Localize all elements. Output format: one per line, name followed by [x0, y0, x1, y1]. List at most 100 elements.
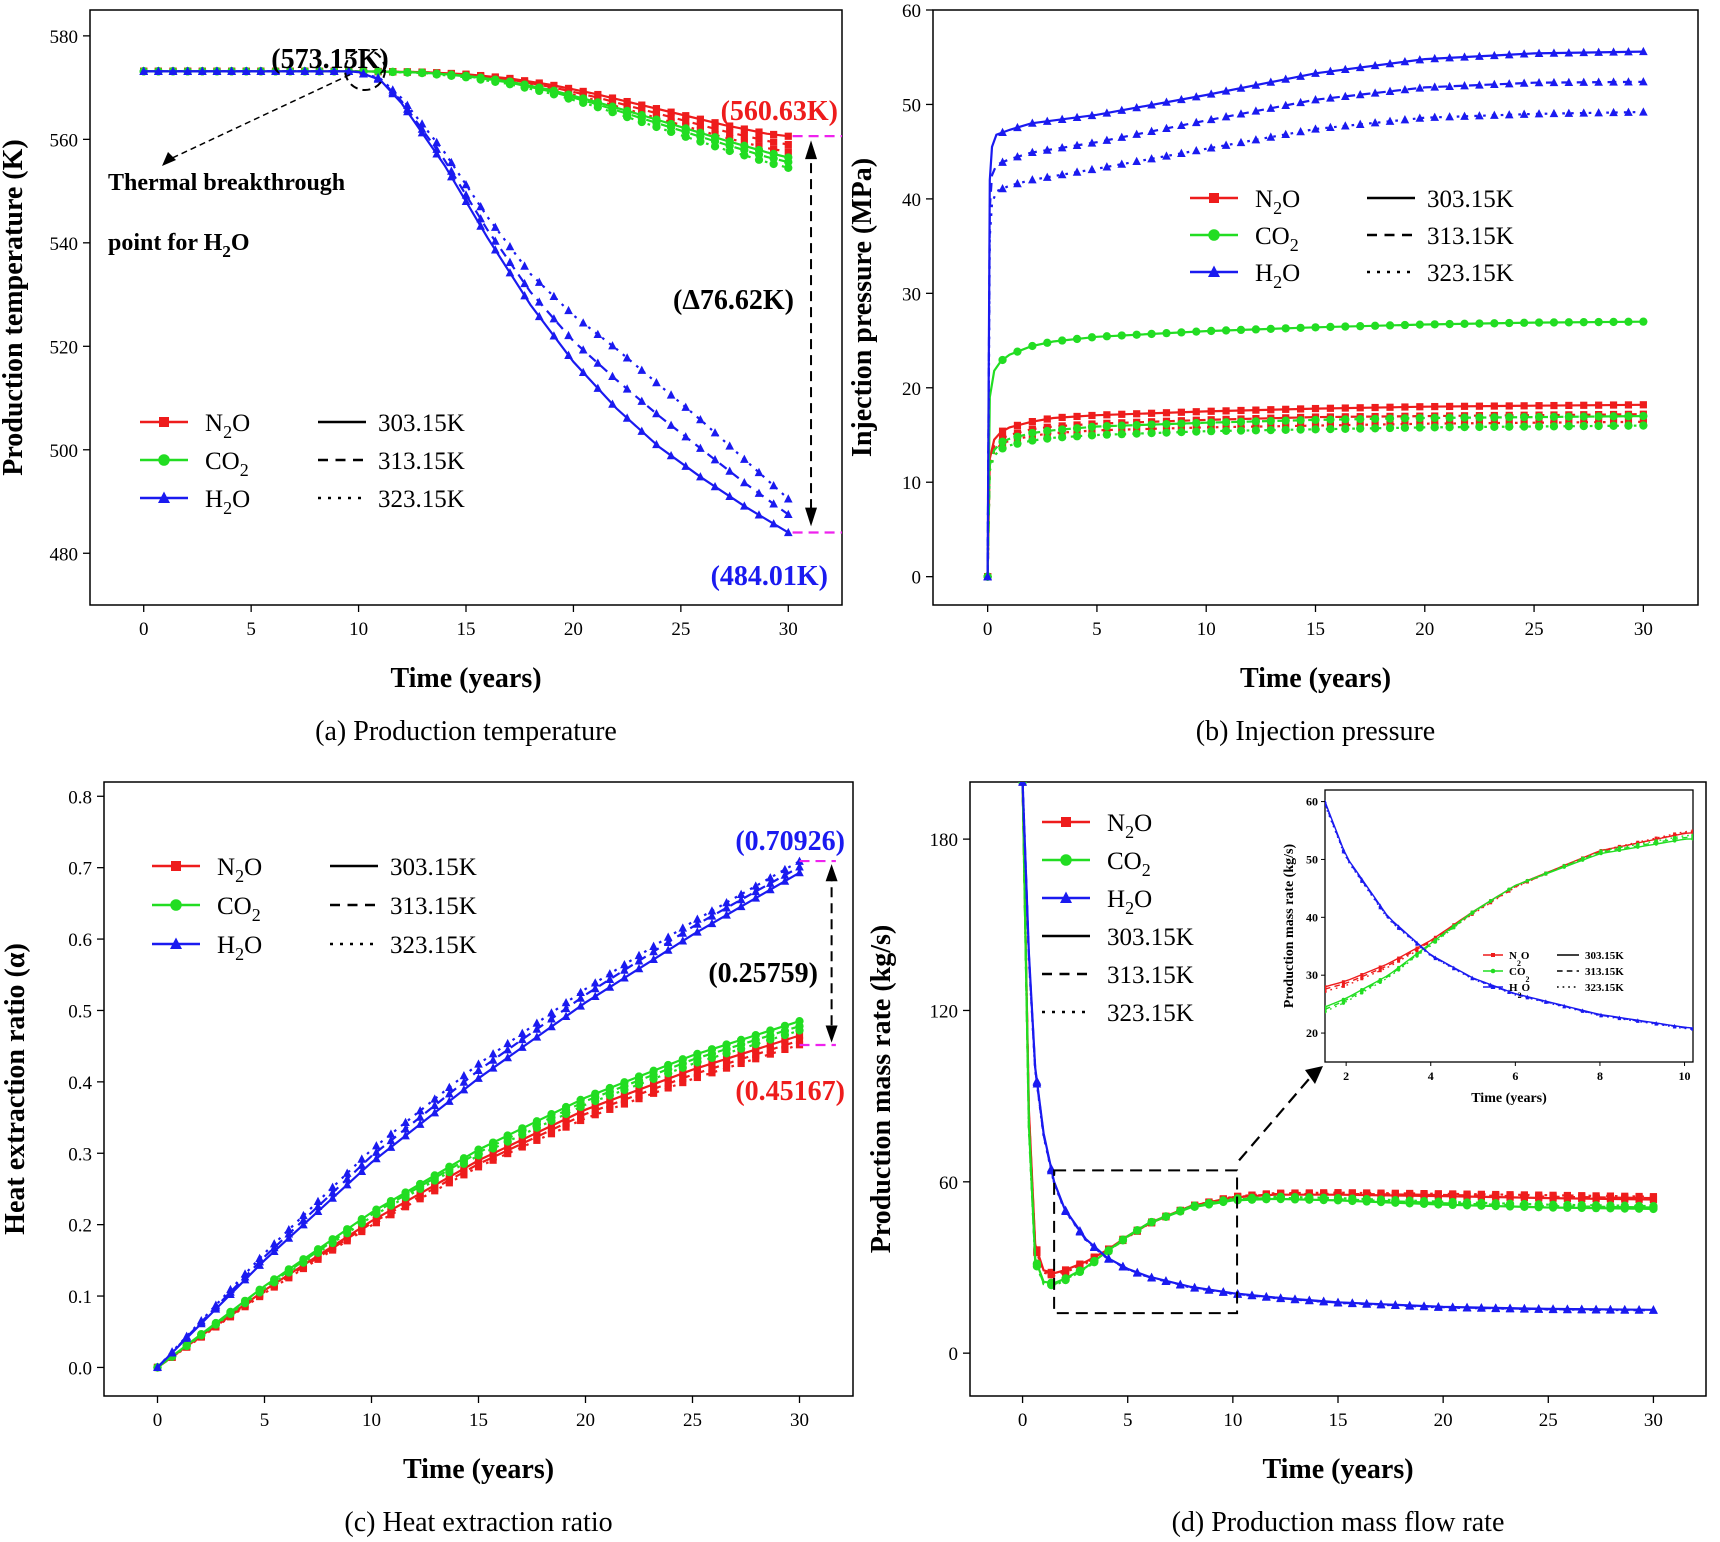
- data-point: [1519, 109, 1529, 118]
- y-axis-title: Heat extraction ratio (α): [0, 943, 31, 1235]
- legend-style-label: 313.15K: [1427, 223, 1514, 250]
- data-point: [432, 149, 442, 158]
- inset-x-axis-title: Time (years): [1471, 1091, 1547, 1106]
- data-point: [608, 108, 617, 117]
- data-point: [1147, 329, 1156, 339]
- data-point: [664, 1080, 672, 1088]
- data-point: [1356, 322, 1365, 331]
- data-point: [649, 1080, 658, 1088]
- data-point: [725, 466, 735, 475]
- data-point: [343, 1229, 352, 1238]
- legend-style-label: 323.15K: [390, 932, 477, 959]
- data-point: [561, 1109, 571, 1119]
- data-point: [783, 509, 793, 519]
- data-point: [766, 1046, 774, 1054]
- data-point: [1430, 112, 1440, 121]
- data-point: [681, 432, 691, 441]
- data-point: [1266, 132, 1276, 141]
- data-point: [620, 1085, 629, 1095]
- data-point: [1042, 145, 1052, 154]
- data-point: [1405, 1196, 1414, 1205]
- data-point: [505, 268, 515, 277]
- data-point: [1147, 420, 1156, 429]
- data-point: [1305, 1189, 1313, 1197]
- data-point: [1296, 323, 1305, 332]
- data-point: [740, 477, 749, 487]
- data-point: [1236, 325, 1246, 335]
- data-point: [1434, 1197, 1443, 1206]
- data-point: [1102, 135, 1112, 144]
- data-point: [415, 1184, 425, 1194]
- data-point: [444, 1089, 454, 1098]
- y-tick-label: 60: [902, 1, 921, 22]
- data-point: [1460, 319, 1469, 328]
- data-point: [784, 148, 792, 156]
- data-point: [740, 501, 749, 510]
- data-point: [517, 1028, 527, 1037]
- data-point: [1043, 415, 1051, 423]
- data-point: [1132, 420, 1141, 430]
- data-point: [649, 954, 658, 964]
- inset-data-point: [1341, 984, 1345, 988]
- data-point: [1635, 1192, 1643, 1201]
- data-point: [1117, 159, 1127, 168]
- data-point: [490, 245, 500, 254]
- data-point: [401, 1117, 410, 1127]
- data-point: [562, 1115, 570, 1123]
- data-point: [1505, 413, 1514, 422]
- data-point: [154, 66, 163, 75]
- data-point: [1624, 317, 1633, 326]
- x-tick-label: 0: [153, 1410, 163, 1431]
- series-markers-H2O-323.15K: [139, 66, 793, 503]
- data-point: [357, 1160, 367, 1169]
- data-point: [167, 1347, 177, 1356]
- data-point: [998, 183, 1007, 193]
- data-point: [417, 124, 427, 133]
- data-point: [1563, 1304, 1572, 1314]
- data-point: [1261, 1292, 1271, 1301]
- data-point: [1237, 406, 1245, 415]
- data-point: [328, 1246, 337, 1254]
- panel-caption: (d) Production mass flow rate: [1172, 1507, 1505, 1538]
- data-point: [344, 66, 354, 75]
- data-point: [1609, 401, 1618, 409]
- data-point: [489, 1149, 497, 1158]
- data-point: [1419, 1196, 1429, 1206]
- data-point: [328, 1182, 337, 1191]
- data-point: [1262, 1192, 1271, 1202]
- data-point: [1490, 50, 1499, 60]
- data-point: [520, 261, 529, 270]
- data-point: [182, 1341, 191, 1351]
- data-point: [488, 1063, 498, 1072]
- data-point: [1624, 77, 1633, 86]
- legend-label-H2O: H2O: [217, 932, 262, 964]
- data-point: [284, 1229, 294, 1238]
- data-point: [284, 1268, 293, 1277]
- data-point: [518, 1143, 526, 1151]
- data-point: [1072, 167, 1082, 176]
- data-point: [1504, 110, 1514, 119]
- data-point: [474, 1059, 483, 1068]
- data-point: [1177, 328, 1186, 337]
- inset-data-point: [1415, 942, 1419, 946]
- data-point: [226, 1284, 235, 1294]
- data-point: [1320, 1189, 1328, 1197]
- data-point: [1649, 1305, 1658, 1314]
- x-tick-label: 30: [790, 1410, 809, 1431]
- legend-label-H2O: H2O: [1255, 260, 1300, 292]
- data-point: [1624, 401, 1633, 409]
- data-point: [754, 467, 764, 477]
- data-point: [1326, 322, 1335, 332]
- series-line-N2O-323.15K: [986, 420, 1644, 577]
- delta-arrow-head-down: [825, 1025, 838, 1043]
- data-point: [1594, 77, 1603, 86]
- data-point: [1579, 318, 1588, 327]
- y-tick-label: 60: [939, 1173, 958, 1194]
- data-point: [769, 481, 778, 490]
- data-point: [606, 1101, 614, 1109]
- x-tick-label: 20: [1434, 1410, 1453, 1431]
- chart-a: 0 5 10 15 20 25 30 480 500 520 540 560 580 Time (year…: [0, 9, 843, 747]
- y-axis-title: Production temperature (K): [0, 139, 29, 475]
- data-point: [795, 1031, 804, 1040]
- data-point: [1276, 1192, 1285, 1201]
